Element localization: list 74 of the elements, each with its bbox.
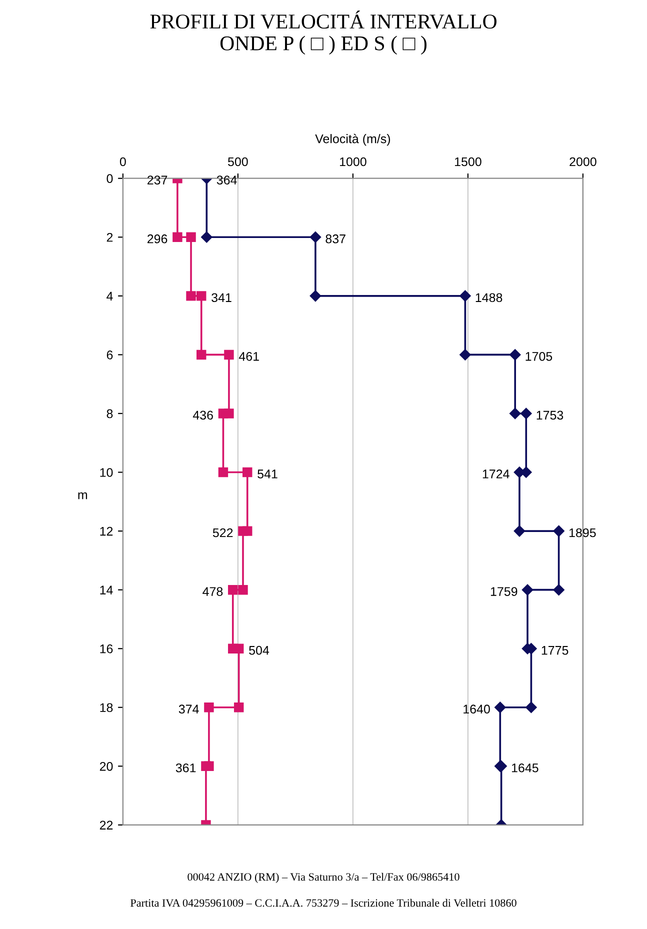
point xyxy=(310,290,322,302)
point xyxy=(186,291,196,301)
annotation: 478 xyxy=(202,587,223,596)
point xyxy=(186,232,196,242)
point xyxy=(196,350,206,360)
point xyxy=(509,408,521,420)
annotation: 237 xyxy=(147,176,168,184)
point xyxy=(514,525,526,537)
annotation: 1488 xyxy=(476,293,502,302)
x-tick-label: 1500 xyxy=(454,157,482,166)
y-tick-label: 4 xyxy=(106,292,113,300)
x-axis-title: Velocità (m/s) xyxy=(315,134,390,146)
point xyxy=(526,702,537,713)
point xyxy=(460,290,471,302)
annotation: 1895 xyxy=(569,528,596,538)
y-tick-label: 14 xyxy=(100,586,113,594)
y-tick-label: 18 xyxy=(100,703,113,712)
y-tick-label: 16 xyxy=(100,644,113,654)
point xyxy=(238,526,248,536)
y-tick-label: 20 xyxy=(100,762,113,771)
annotation: 1705 xyxy=(526,352,552,361)
point xyxy=(218,408,228,418)
annotation: 541 xyxy=(258,470,278,478)
point xyxy=(234,644,244,654)
text: 00042 ANZIO (RM) – Via Saturno 3/a – Tel/Fax 06/9865410 xyxy=(188,872,460,883)
annotation: 364 xyxy=(216,176,237,184)
text: Partita IVA 04295961009 – C.C.I.A.A. 753279 – Iscrizione Tribunale di Velletri 10860 xyxy=(130,898,516,907)
x-tick-label: 1000 xyxy=(340,157,366,166)
point xyxy=(196,291,206,301)
annotation: 837 xyxy=(326,234,346,244)
annotation: 522 xyxy=(212,528,233,538)
point xyxy=(204,702,214,712)
point xyxy=(522,584,534,596)
annotation: 461 xyxy=(238,352,259,361)
y-tick-label: 22 xyxy=(100,820,113,830)
chart-title: PROFILI DI VELOCITÁ INTERVALLO ONDE P ( □ ) ED S ( □ ) xyxy=(150,10,496,55)
y-tick-label: 8 xyxy=(106,409,113,418)
annotation: 1759 xyxy=(490,587,518,596)
annotation: 504 xyxy=(249,646,270,655)
point xyxy=(553,584,564,596)
point xyxy=(238,584,248,595)
annotation: 361 xyxy=(176,763,196,772)
point xyxy=(172,232,182,242)
point xyxy=(494,702,506,713)
annotation: 1640 xyxy=(464,704,490,714)
annotation: 1645 xyxy=(512,763,538,772)
annotation: 374 xyxy=(178,704,199,714)
annotation: 296 xyxy=(147,234,168,244)
annotation: 1753 xyxy=(536,410,564,420)
point xyxy=(310,232,322,243)
point xyxy=(228,584,238,595)
x-tick-label: 500 xyxy=(228,157,248,166)
annotation: 1724 xyxy=(482,470,510,478)
annotation: 436 xyxy=(192,410,213,420)
y-tick-label: 6 xyxy=(106,350,113,360)
annotation: 1775 xyxy=(542,646,568,655)
point xyxy=(201,232,212,243)
annotation: 341 xyxy=(212,293,232,302)
x-tick-label: 0 xyxy=(120,157,126,166)
x-tick-label: 2000 xyxy=(570,157,596,166)
y-axis-title: m xyxy=(78,492,88,500)
point xyxy=(234,702,244,712)
point xyxy=(520,408,532,420)
point xyxy=(201,761,211,772)
y-tick-label: 10 xyxy=(100,468,113,477)
point xyxy=(553,525,564,537)
y-tick-label: 0 xyxy=(106,174,113,184)
point xyxy=(460,349,471,360)
point xyxy=(224,350,234,360)
point xyxy=(218,467,228,478)
y-tick-label: 12 xyxy=(100,526,113,536)
y-tick-label: 2 xyxy=(106,232,113,242)
point xyxy=(242,467,252,478)
point xyxy=(509,349,521,360)
